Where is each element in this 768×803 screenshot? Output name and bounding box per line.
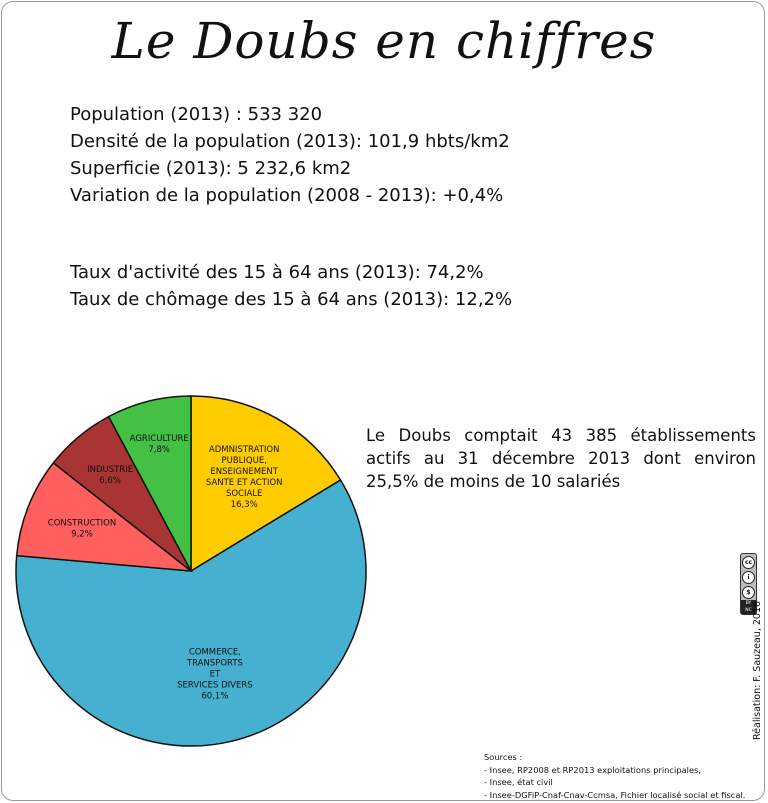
pie-label-line: AGRICULTURE [130, 434, 189, 444]
cc-license-badge: cc i $ BY NC [740, 553, 757, 615]
stat-population-change: Variation de la population (2008 - 2013)… [70, 185, 504, 206]
pie-slice-label: INDUSTRIE 6,6% [87, 465, 133, 486]
pie-label-line: ET [210, 669, 221, 679]
sources-block: Sources : - Insee, RP2008 et RP2013 expl… [484, 751, 745, 801]
stat-population: Population (2013) : 533 320 [70, 104, 323, 125]
pie-label-line: COMMERCE, [189, 647, 241, 657]
pie-label-line: CONSTRUCTION [48, 518, 116, 528]
pie-label-line: PUBLIQUE, [221, 456, 266, 466]
employment-stats-block: Taux d'activité des 15 à 64 ans (2013): … [70, 259, 512, 313]
pie-label-line: 7,8% [148, 445, 170, 455]
sources-line: - Insee, RP2008 et RP2013 exploitations … [484, 764, 702, 775]
nc-icon: $ [742, 586, 755, 599]
page-title: Le Doubs en chiffres [111, 12, 657, 70]
pie-label-line: 9,2% [71, 529, 93, 539]
pie-label-line: 16,3% [231, 500, 258, 510]
stat-activity-rate: Taux d'activité des 15 à 64 ans (2013): … [70, 262, 484, 283]
pie-slice [190, 395, 342, 573]
pie-slice-label: COMMERCE, TRANSPORTS ET SERVICES DIVERS 60,1… [177, 647, 252, 701]
credit-text: Réalisation: F. Sauzeau, 2016 [752, 600, 763, 740]
pie-label-line: ADMNISTRATION [209, 445, 280, 455]
pie-slice [107, 395, 192, 572]
stats-block: Population (2013) : 533 320 Densité de l… [70, 101, 510, 209]
sources-line: - Insee-DGFiP-Cnaf-Cnav-Ccmsa, Fichier l… [484, 789, 746, 800]
pie-label-line: 60,1% [201, 691, 228, 701]
pie-slice [15, 461, 194, 572]
cc-icon: cc [742, 556, 755, 569]
stat-area: Superficie (2013): 5 232,6 km2 [70, 158, 352, 179]
cc-strip-bottom: NC [745, 608, 752, 613]
pie-label-line: SERVICES DIVERS [177, 680, 252, 690]
sources-line: - Insee, état civil [484, 777, 553, 787]
pie-label-line: TRANSPORTS [186, 658, 243, 668]
pie-label-line: INDUSTRIE [87, 465, 133, 475]
pie-label-line: SOCIALE [226, 489, 262, 499]
pie-slice-label: CONSTRUCTION 9,2% [48, 518, 116, 539]
pie-label-line: ENSEIGNEMENT [210, 467, 278, 477]
by-icon: i [742, 571, 755, 584]
cc-strip: BY NC [741, 600, 756, 614]
pie-slice [15, 478, 367, 747]
stat-unemployment-rate: Taux de chômage des 15 à 64 ans (2013): … [70, 289, 513, 310]
pie-label-line: SANTE ET ACTION [206, 478, 283, 488]
cc-strip-top: BY [745, 601, 752, 606]
stat-density: Densité de la population (2013): 101,9 h… [70, 131, 510, 152]
pie-slice-label: AGRICULTURE 7,8% [130, 434, 189, 455]
sources-heading: Sources : [484, 752, 523, 762]
pie-slice-label: ADMNISTRATION PUBLIQUE, ENSEIGNEMENT SANTE … [206, 445, 283, 510]
pie-label-line: 6,6% [99, 476, 121, 486]
establishments-paragraph: Le Doubs comptait 43 385 établissements … [366, 426, 756, 491]
